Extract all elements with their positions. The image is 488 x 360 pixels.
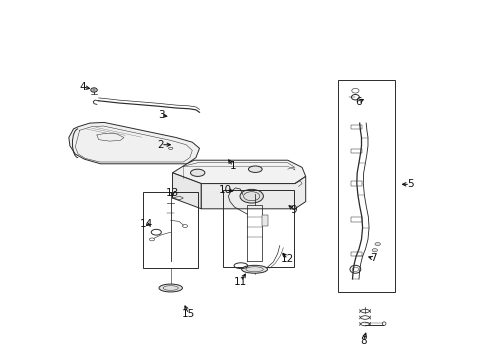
Bar	[351, 149, 362, 153]
Bar	[351, 217, 362, 222]
Text: 6: 6	[355, 96, 362, 107]
Text: 4: 4	[80, 82, 86, 92]
Ellipse shape	[190, 169, 204, 176]
Ellipse shape	[371, 248, 377, 252]
Bar	[337, 80, 394, 292]
Bar	[142, 192, 197, 268]
Ellipse shape	[241, 265, 267, 273]
Bar	[351, 181, 362, 186]
Text: 1: 1	[229, 161, 236, 171]
Text: 10: 10	[219, 185, 232, 195]
Text: 7: 7	[369, 253, 376, 264]
Text: 15: 15	[182, 309, 195, 319]
Text: 13: 13	[165, 188, 179, 198]
Ellipse shape	[374, 243, 380, 246]
Text: 9: 9	[290, 204, 297, 215]
Ellipse shape	[240, 189, 263, 203]
Text: 3: 3	[157, 110, 164, 120]
Bar	[261, 215, 268, 226]
Text: 11: 11	[234, 276, 247, 287]
Polygon shape	[69, 122, 199, 164]
Bar	[223, 190, 294, 267]
Bar	[351, 252, 362, 256]
Text: 14: 14	[140, 219, 153, 229]
Polygon shape	[201, 176, 305, 209]
Text: 8: 8	[359, 336, 366, 346]
Text: 12: 12	[281, 254, 294, 264]
Ellipse shape	[248, 166, 262, 172]
Polygon shape	[172, 160, 305, 184]
Bar	[351, 125, 362, 129]
Text: 5: 5	[406, 179, 412, 189]
Text: 2: 2	[157, 140, 164, 150]
Polygon shape	[172, 173, 201, 209]
Ellipse shape	[91, 88, 97, 92]
Ellipse shape	[159, 284, 182, 292]
